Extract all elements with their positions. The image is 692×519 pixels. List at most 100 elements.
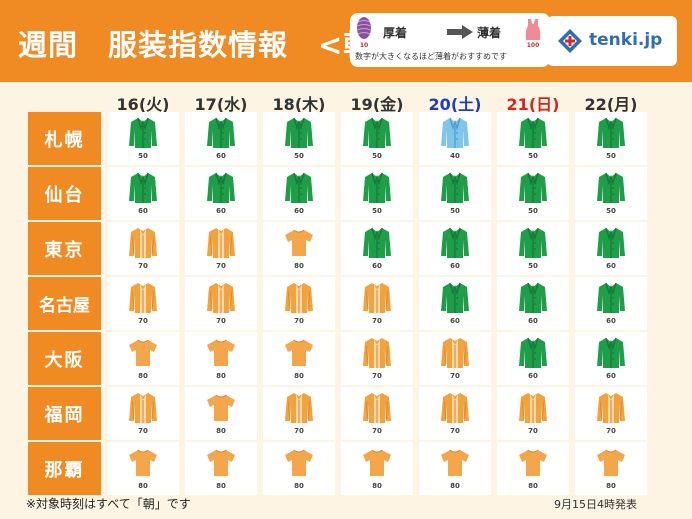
cardigan-icon [519, 393, 547, 423]
forecast-cell: 70 [419, 387, 491, 440]
tenki-logo: tenki.jp [547, 16, 677, 66]
cardigan-icon [363, 283, 391, 313]
jacket-icon [363, 117, 391, 148]
thick-clothes-icon: 10 [356, 16, 372, 49]
forecast-cell: 70 [341, 277, 413, 330]
forecast-cell: 80 [263, 332, 335, 385]
cardigan-icon [129, 393, 157, 423]
clothing-index-value: 50 [606, 152, 616, 160]
clothing-index-value: 80 [216, 372, 226, 380]
clothing-index-value: 80 [372, 482, 382, 490]
clothing-index-value: 50 [372, 152, 382, 160]
jacket-icon [597, 172, 625, 203]
clothing-index-value: 70 [606, 427, 616, 435]
forecast-cell: 50 [497, 112, 569, 165]
clothing-index-value: 50 [294, 152, 304, 160]
clothing-index-value: 80 [294, 482, 304, 490]
jacket-icon [285, 172, 313, 203]
day-header: 22(月) [584, 95, 638, 114]
clothing-index-value: 60 [372, 262, 382, 270]
forecast-cell: 50 [575, 112, 647, 165]
clothing-index-value: 80 [528, 482, 538, 490]
forecast-cell: 50 [497, 167, 569, 220]
forecast-cell: 80 [575, 442, 647, 495]
clothing-index-value: 70 [138, 427, 148, 435]
forecast-cell: 80 [497, 442, 569, 495]
forecast-cell: 60 [185, 112, 257, 165]
forecast-cell: 60 [341, 222, 413, 275]
city-label: 大阪 [28, 332, 101, 385]
jacket-icon [129, 172, 157, 203]
clothing-index-value: 80 [450, 482, 460, 490]
jacket-icon [597, 282, 625, 313]
forecast-cell: 80 [341, 442, 413, 495]
jacket-icon [519, 282, 547, 313]
cardigan-icon [363, 338, 391, 368]
forecast-cell: 60 [185, 167, 257, 220]
tshirt-icon [129, 449, 157, 476]
legend-thick-label: 厚着 [383, 26, 408, 40]
forecast-cell: 50 [419, 167, 491, 220]
clothing-index-value: 80 [606, 482, 616, 490]
jacket-icon [519, 227, 547, 258]
clothing-index-value: 70 [450, 372, 460, 380]
city-label: 東京 [28, 222, 101, 275]
forecast-cell: 60 [107, 167, 179, 220]
clothing-index-value: 70 [372, 372, 382, 380]
city-label: 福岡 [28, 387, 101, 440]
tenki-logo-icon [558, 29, 582, 53]
jacket-icon [519, 117, 547, 148]
legend-thick-number: 10 [359, 42, 369, 49]
forecast-cell: 60 [497, 332, 569, 385]
legend-note: 数字が大きくなるほど薄着がおすすめです [355, 52, 507, 61]
jacket-icon [597, 227, 625, 258]
forecast-cell: 70 [107, 222, 179, 275]
jacket-icon [207, 117, 235, 148]
forecast-cell: 70 [263, 277, 335, 330]
clothing-index-value: 50 [528, 207, 538, 215]
clothing-index-value: 60 [606, 372, 616, 380]
tshirt-icon [207, 449, 235, 476]
legend-thin-label: 薄着 [477, 26, 502, 40]
cardigan-icon [441, 393, 469, 423]
forecast-cell: 60 [575, 222, 647, 275]
tshirt-icon [207, 394, 235, 421]
cardigan-icon [207, 283, 235, 313]
forecast-cell: 80 [185, 332, 257, 385]
cardigan-icon [441, 338, 469, 368]
jacket-icon [441, 172, 469, 203]
forecast-cell: 80 [185, 387, 257, 440]
clothing-index-value: 80 [216, 482, 226, 490]
clothing-index-value: 80 [138, 482, 148, 490]
thin-clothes-icon: 100 [524, 16, 542, 49]
clothing-index-value: 70 [528, 427, 538, 435]
issued-time: 9月15日4時発表 [554, 498, 637, 511]
clothing-index-value: 60 [216, 152, 226, 160]
clothing-index-value: 80 [294, 262, 304, 270]
forecast-cell: 60 [419, 277, 491, 330]
clothing-index-value: 80 [138, 372, 148, 380]
forecast-cell: 50 [341, 112, 413, 165]
clothing-index-value: 60 [450, 262, 460, 270]
day-header: 17(水) [194, 95, 248, 114]
tshirt-icon [285, 339, 313, 366]
forecast-cell: 60 [419, 222, 491, 275]
forecast-cell: 70 [185, 222, 257, 275]
tshirt-icon [285, 229, 313, 256]
tshirt-icon [285, 449, 313, 476]
clothing-index-value: 70 [294, 317, 304, 325]
clothing-index-value: 70 [372, 317, 382, 325]
clothing-index-value: 60 [450, 317, 460, 325]
clothing-index-value: 70 [450, 427, 460, 435]
jacket-icon [207, 172, 235, 203]
clothing-index-value: 70 [216, 317, 226, 325]
jacket-icon [519, 337, 547, 368]
tshirt-icon [519, 449, 547, 476]
forecast-cell: 60 [497, 277, 569, 330]
clothing-index-value: 50 [372, 207, 382, 215]
jacket-icon [441, 227, 469, 258]
forecast-cell: 60 [575, 277, 647, 330]
clothing-index-value: 50 [450, 207, 460, 215]
jacket-icon [519, 172, 547, 203]
forecast-cell: 70 [497, 387, 569, 440]
